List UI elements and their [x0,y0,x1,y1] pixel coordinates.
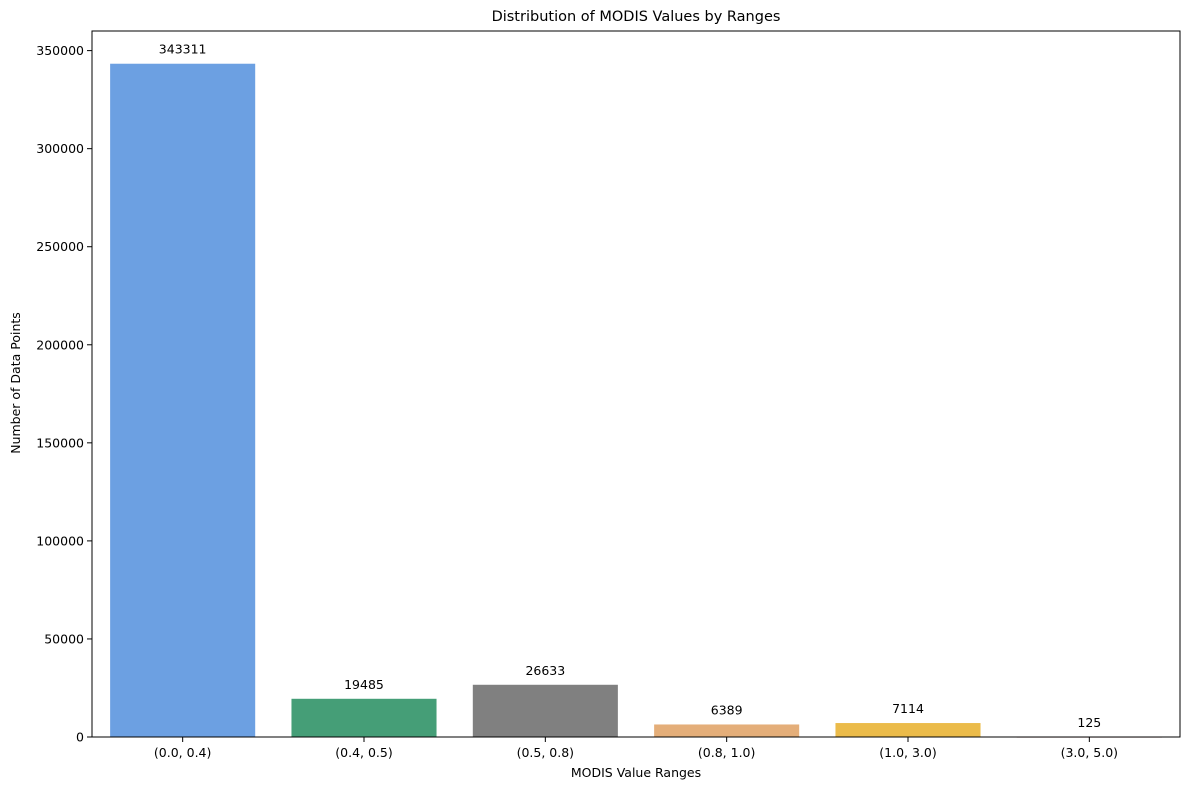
data-label-2: 19485 [344,677,384,692]
x-axis-label: MODIS Value Ranges [571,765,701,780]
y-tick-label-0: 0 [76,730,84,745]
y-tick-label-6: 300000 [36,141,84,156]
data-label-6: 125 [1077,715,1101,730]
chart-title: Distribution of MODIS Values by Ranges [492,9,781,25]
x-tick-label-1: (0.4, 0.5) [335,745,392,760]
x-tick-label-2: (0.5, 0.8) [517,745,574,760]
y-tick-label-5: 250000 [36,239,84,254]
plot-area: 343311 19485 26633 6389 7114 125 0 50000 100000 1… [36,30,1181,760]
x-tick-label-0: (0.0, 0.4) [154,745,211,760]
bar-1 [110,63,256,737]
y-tick-label-3: 150000 [36,435,84,450]
data-label-1: 343311 [159,42,207,57]
y-tick-label-2: 100000 [36,533,84,548]
y-axis-label: Number of Data Points [8,312,23,454]
x-tick-label-3: (0.8, 1.0) [698,745,755,760]
x-tick-label-5: (3.0, 5.0) [1061,745,1118,760]
y-tick-label-4: 200000 [36,337,84,352]
bar-3 [472,684,618,737]
data-label-3: 26633 [525,663,565,678]
y-tick-label-1: 50000 [44,631,84,646]
bar-2 [291,698,437,737]
data-label-5: 7114 [892,701,924,716]
plot-frame [91,30,1181,738]
x-tick-label-4: (1.0, 3.0) [879,745,936,760]
data-label-4: 6389 [711,702,743,717]
y-tick-label-7: 350000 [36,43,84,58]
bar-4 [654,724,800,737]
bar-5 [835,723,981,737]
